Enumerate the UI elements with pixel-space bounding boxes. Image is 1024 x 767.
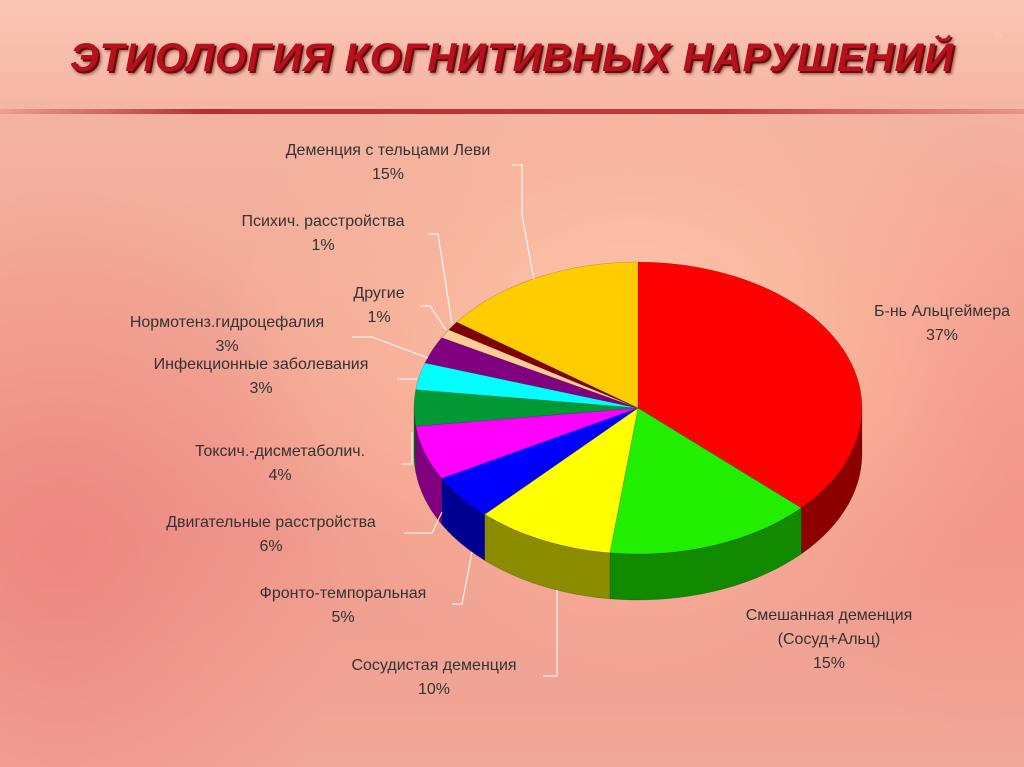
slice-percent: 3% — [215, 338, 238, 355]
pie-slice-3 — [484, 407, 639, 554]
slice-label-10: Психич. расстройства 1% — [241, 213, 404, 254]
leader-line-11 — [512, 164, 535, 281]
slice-name: Другие — [353, 285, 404, 302]
slice-percent: 5% — [331, 609, 354, 626]
leader-lines — [352, 164, 558, 677]
slice-label-2: Смешанная деменция (Сосуд+Альц) 15% — [746, 607, 913, 672]
slice-label-5: Двигательные расстройства 6% — [166, 514, 376, 555]
slice-label-7: Инфекционные заболевания 3% — [154, 356, 369, 397]
slice-label-3: Сосудистая деменция 10% — [351, 657, 516, 698]
pie-slice-9 — [441, 329, 639, 409]
slice-label-11: Деменция с тельцами Леви 15% — [286, 142, 491, 183]
leader-line-6 — [402, 432, 413, 465]
pie-slice-5 — [415, 407, 639, 479]
slice-name: Нормотенз.гидроцефалия — [130, 314, 324, 331]
leader-line-9 — [420, 305, 447, 331]
leader-line-3 — [543, 590, 558, 677]
slice-name: Смешанная деменция — [746, 607, 913, 624]
slice-percent: 1% — [311, 237, 334, 254]
slice-label-9: Другие 1% — [353, 285, 404, 326]
slice-name: (Сосуд+Альц) — [778, 631, 881, 648]
slice-percent: 15% — [813, 655, 845, 672]
slice-label-6: Токсич.-дисметаболич. 4% — [195, 443, 365, 484]
slice-name: Инфекционные заболевания — [154, 356, 369, 373]
pie-slice-1 — [637, 261, 863, 509]
leader-line-4 — [452, 551, 473, 605]
title-band — [0, 0, 1024, 112]
slice-name: Фронто-темпоральная — [260, 585, 427, 602]
page-title: ЭТИОЛОГИЯ КОГНИТИВНЫХ НАРУШЕНИЙ — [69, 36, 955, 80]
slice-percent: 10% — [418, 681, 450, 698]
pie-slice-4 — [441, 407, 639, 515]
slice-name: Токсич.-дисметаболич. — [195, 443, 365, 460]
slice-percent: 6% — [259, 538, 282, 555]
slice-percent: 3% — [249, 380, 272, 397]
slice-percent: 15% — [372, 166, 404, 183]
slice-label-1: Б-нь Альцгеймера 37% — [874, 303, 1010, 344]
pie-depth — [413, 407, 863, 601]
leader-line-5 — [404, 511, 443, 534]
pie-slice-8 — [424, 337, 639, 409]
title-divider — [0, 109, 1024, 114]
pie-slice-7 — [415, 362, 639, 409]
slice-name: Деменция с тельцами Леви — [286, 142, 491, 159]
slice-label-4: Фронто-темпоральная 5% — [260, 585, 427, 626]
slice-name: Б-нь Альцгеймера — [874, 303, 1010, 320]
pie-slice-11 — [456, 261, 639, 409]
slide-number: 6 — [994, 26, 1002, 42]
slice-percent: 4% — [268, 467, 291, 484]
slice-percent: 37% — [926, 327, 958, 344]
slice-percent: 1% — [367, 309, 390, 326]
slice-labels: Б-нь Альцгеймера 37% Смешанная деменция (Со… — [130, 142, 1010, 698]
pie-slice-6 — [413, 389, 639, 427]
slice-label-8: Нормотенз.гидроцефалия 3% — [130, 314, 324, 355]
pie-slice-10 — [448, 321, 639, 409]
pie-top — [413, 261, 863, 555]
leader-line-10 — [428, 233, 453, 325]
slice-name: Психич. расстройства — [241, 213, 404, 230]
leader-line-8 — [352, 336, 429, 359]
slice-name: Двигательные расстройства — [166, 514, 376, 531]
pie-slice-2 — [609, 407, 802, 555]
slice-name: Сосудистая деменция — [351, 657, 516, 674]
